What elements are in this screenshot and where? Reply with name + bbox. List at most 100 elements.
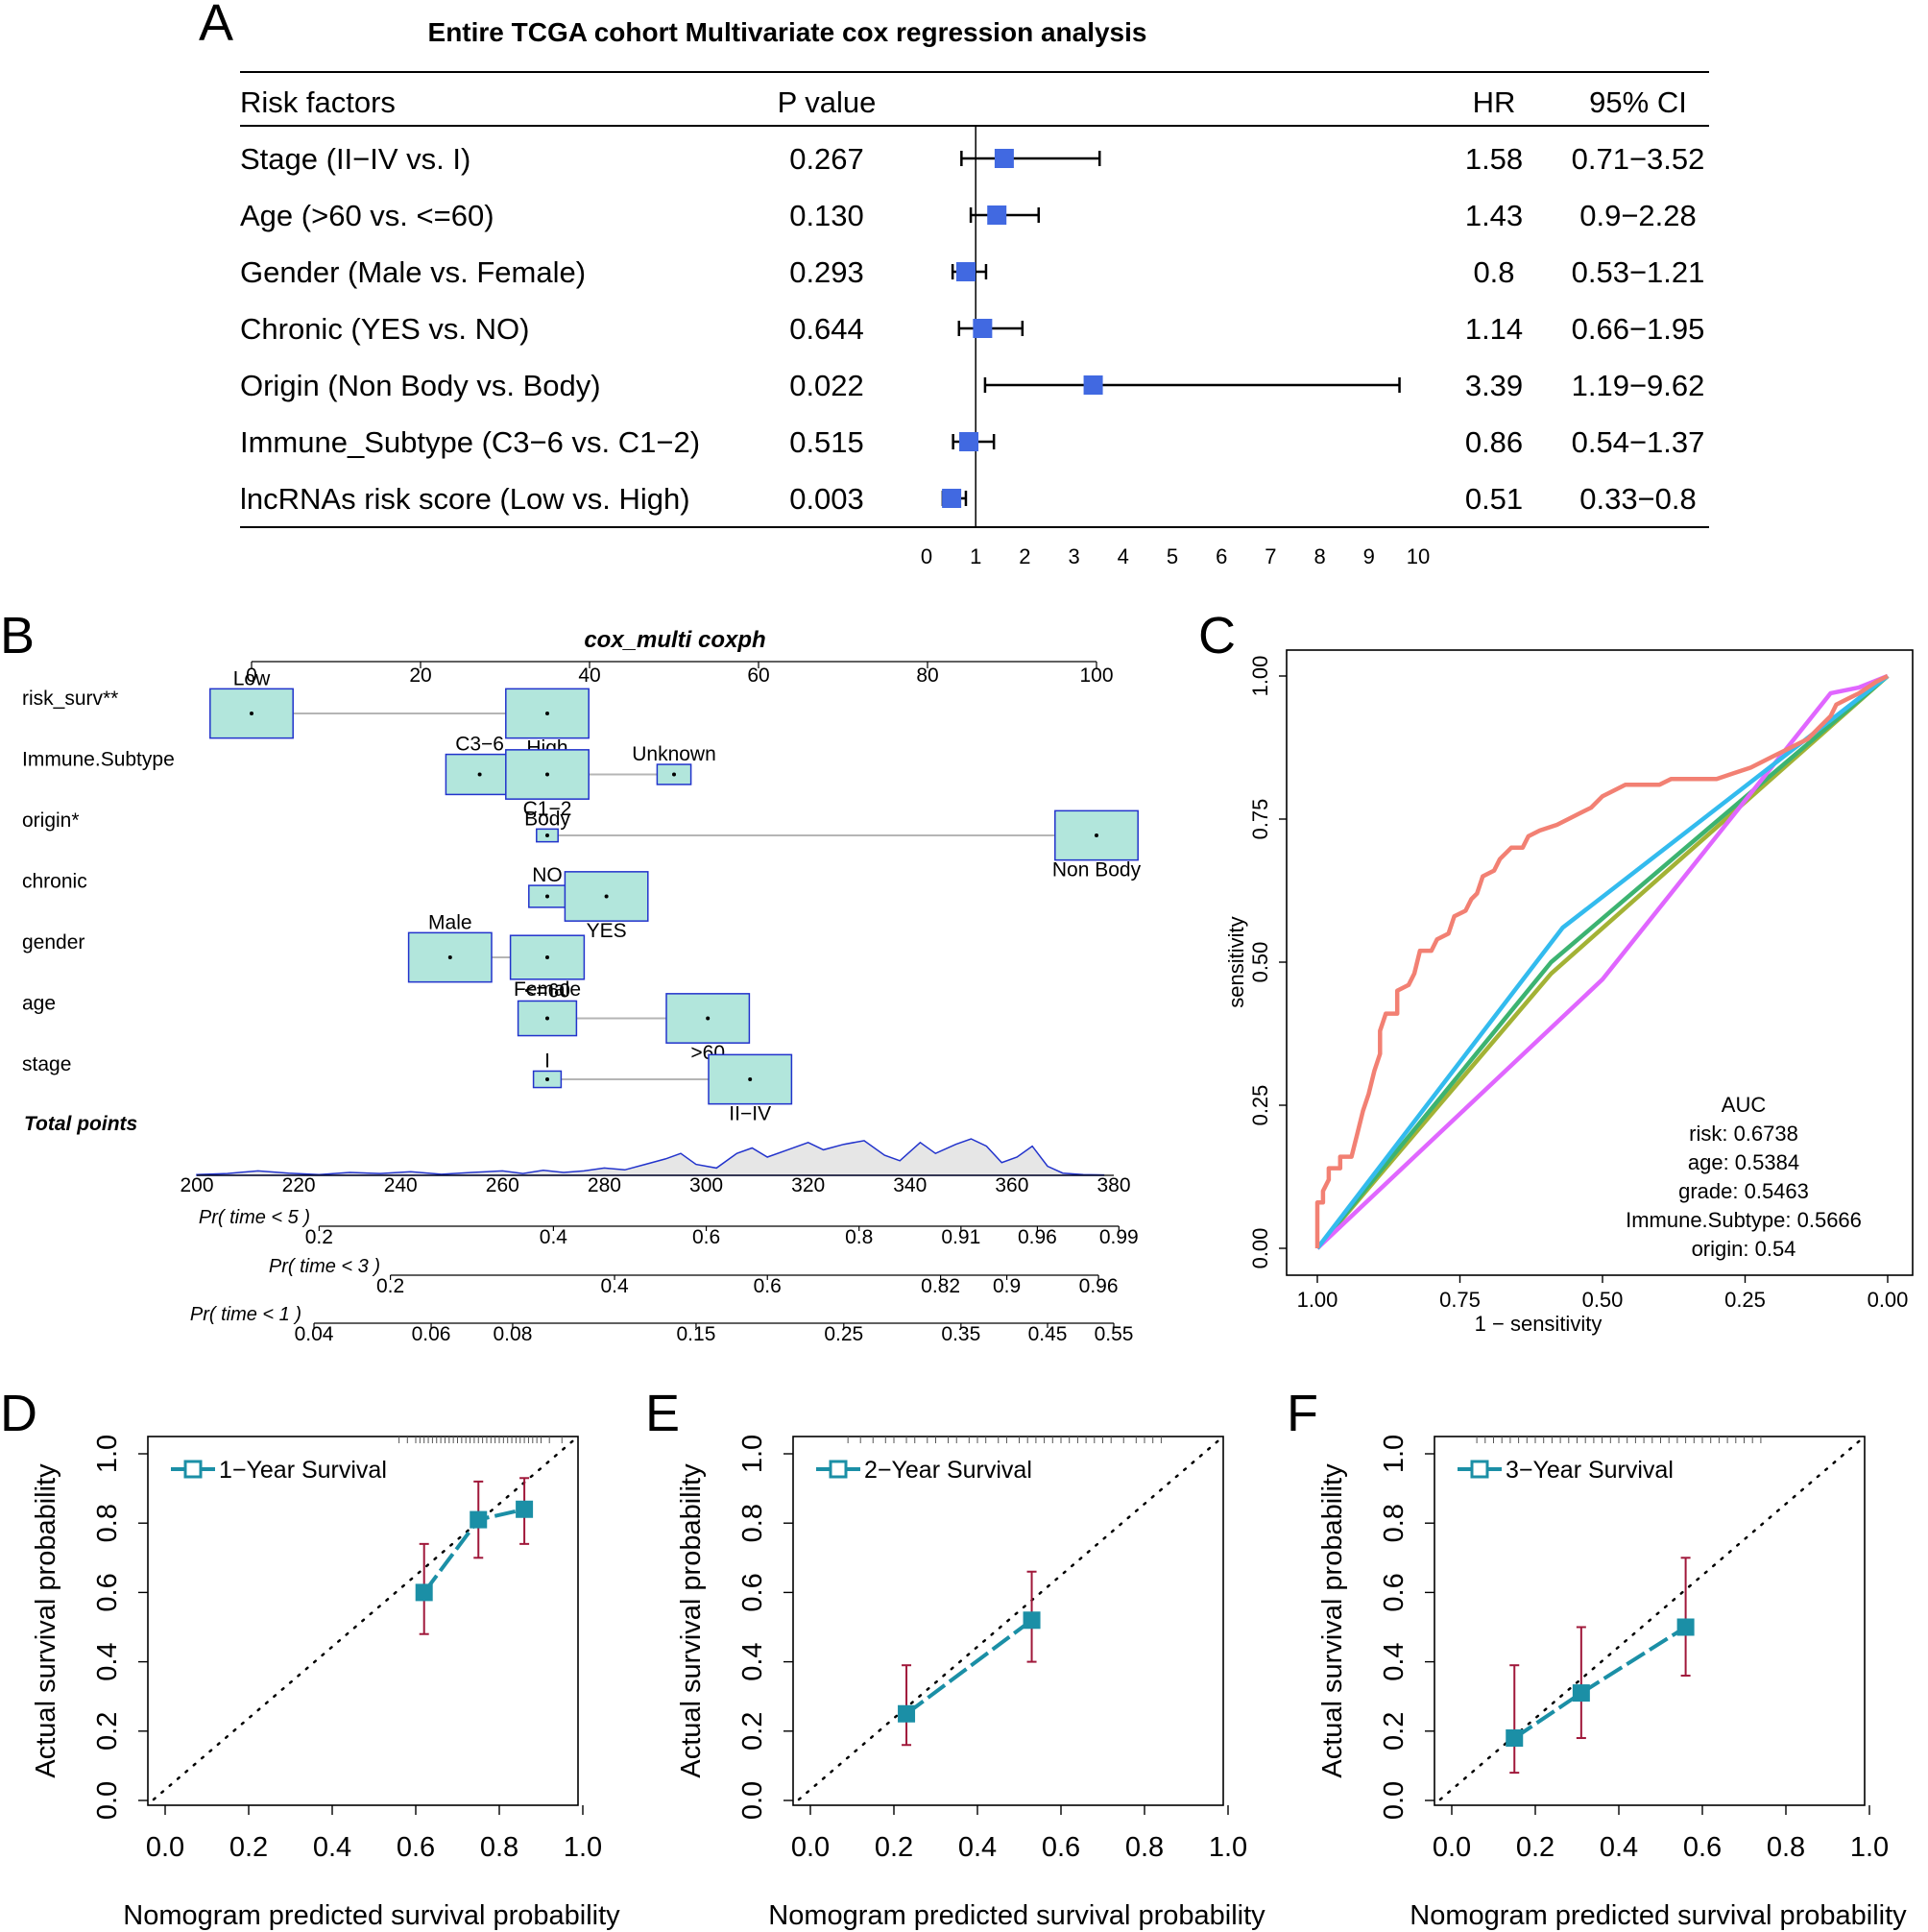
forest-x-tick: 2 [1019, 544, 1030, 568]
calibration-plot-frame [147, 1436, 579, 1806]
nomogram-probability-tick-label: 0.15 [677, 1323, 716, 1345]
forest-hr-marker [942, 489, 962, 508]
calibration-x-tick-label: 0.8 [480, 1832, 518, 1863]
forest-hr-marker [994, 149, 1014, 168]
calibration-y-tick-label: 0.2 [92, 1712, 123, 1751]
calibration-x-tick-label: 0.6 [1042, 1832, 1080, 1863]
calibration-y-tick-label: 0.8 [1379, 1504, 1410, 1542]
forest-row-pvalue: 0.022 [789, 369, 864, 402]
nomogram-level-dot [545, 833, 549, 837]
nomogram-level-dot [250, 712, 253, 715]
forest-row-pvalue: 0.267 [789, 142, 864, 176]
calibration-plot-frame [792, 1436, 1224, 1806]
forest-row-pvalue: 0.130 [789, 199, 864, 232]
nomogram-probability-tick-label: 0.08 [494, 1323, 533, 1345]
calibration-x-tick-label: 0.2 [229, 1832, 268, 1863]
calibration-legend-marker [1470, 1460, 1489, 1479]
nomogram-probability-tick-label: 0.45 [1028, 1323, 1068, 1345]
roc-curve-immune-subtype [1315, 674, 1890, 1250]
calibration-legend: 1−Year Survival [171, 1457, 387, 1484]
forest-hr-marker [1083, 375, 1103, 395]
forest-title: Entire TCGA cohort Multivariate cox regr… [428, 17, 1147, 47]
nomogram-probability-label: Pr( time < 3 ) [269, 1256, 380, 1277]
forest-row-pvalue: 0.003 [789, 482, 864, 516]
forest-rows: Stage (II−IV vs. I) 0.267 1.58 0.71−3.52 Age… [240, 126, 1704, 527]
forest-x-tick: 6 [1216, 544, 1227, 568]
nomogram-total-tick-label: 260 [486, 1174, 519, 1196]
nomogram-probability-axis: Pr( time < 3 )0.2 0.4 0.6 0.82 0.9 0.96 [269, 1256, 1119, 1297]
calibration-curve [904, 1618, 1033, 1716]
forest-hr-marker [959, 432, 979, 451]
panel-label-b: B [0, 607, 35, 664]
forest-row-label: Chronic (YES vs. NO) [240, 312, 529, 346]
nomogram-total-tick-label: 380 [1097, 1174, 1130, 1196]
nomogram-variable: chronic NO YES [22, 864, 649, 942]
nomogram-probability-tick-label: 0.2 [376, 1275, 404, 1297]
forest-x-tick: 0 [921, 544, 932, 568]
calibration-x-tick-label: 1.0 [1850, 1832, 1889, 1863]
calibration-curve [1513, 1625, 1687, 1740]
roc-legend-title: AUC [1722, 1093, 1767, 1117]
forest-row-hr: 3.39 [1465, 369, 1523, 402]
roc-curve-risk [1314, 673, 1890, 1248]
roc-curve-grade [1315, 674, 1890, 1250]
calibration-point [1676, 1618, 1695, 1636]
calibration-y-tick-label: 1.0 [737, 1435, 768, 1473]
calibration-3-year: 0.0 0.0 0.2 0.2 0.4 0.4 0.6 0.6 0.8 0.8 1.0 1.0 Nomo… [1317, 1435, 1907, 1931]
nomogram-variable-name: age [22, 993, 56, 1015]
calibration-y-tick-label: 1.0 [92, 1435, 123, 1473]
forest-header-factor: Risk factors [240, 85, 396, 119]
nomogram-level-dot [604, 894, 609, 899]
nomogram-probability-tick-label: 0.99 [1099, 1226, 1139, 1248]
calibration-legend-marker [829, 1460, 848, 1479]
nomogram-probability-tick-label: 0.91 [941, 1226, 980, 1248]
roc-x-tick-label: 1.00 [1297, 1288, 1338, 1312]
forest-x-tick: 10 [1407, 544, 1430, 568]
nomogram-total-label: Total points [24, 1113, 137, 1135]
nomogram-variable-name: stage [22, 1053, 71, 1075]
roc-y-tick-label: 0.50 [1248, 942, 1272, 983]
nomogram-level-dot [447, 955, 452, 959]
nomogram-variable-name: gender [22, 931, 84, 954]
nomogram-probability-tick-label: 0.4 [540, 1226, 568, 1248]
calibration-x-axis-label: Nomogram predicted survival probability [123, 1900, 620, 1931]
nomogram-points-tick-label: 60 [747, 664, 769, 687]
forest-row-pvalue: 0.644 [789, 312, 864, 346]
nomogram-level-label: II−IV [729, 1103, 771, 1125]
forest-row-label: Age (>60 vs. <=60) [240, 199, 494, 232]
nomogram-level-label: C3−6 [455, 734, 504, 756]
calibration-y-axis-label: Actual survival probability [1317, 1463, 1348, 1778]
nomogram-probability-tick-label: 0.4 [600, 1275, 629, 1297]
roc-y-axis-label: sensitivity [1224, 916, 1248, 1007]
calibration-x-axis-label: Nomogram predicted survival probability [1410, 1900, 1907, 1931]
forest-hr-marker [987, 205, 1007, 225]
nomogram-total-tick-label: 220 [282, 1174, 316, 1196]
calibration-x-tick-label: 1.0 [564, 1832, 602, 1863]
roc-x-tick-label: 0.00 [1868, 1288, 1909, 1312]
calibration-point [898, 1704, 916, 1723]
calibration-y-tick-label: 0.6 [92, 1573, 123, 1611]
calibration-x-tick-label: 0.4 [313, 1832, 351, 1863]
calibration-y-tick-label: 0.6 [737, 1573, 768, 1611]
nomogram-level-label: Body [524, 808, 570, 830]
nomogram-probability-tick-label: 0.25 [824, 1323, 863, 1345]
panel-e-calibration: E 0.0 0.0 0.2 0.2 0.4 0.4 0.6 0.6 0.8 0.8 1.0 1.0 No… [645, 1385, 1265, 1931]
forest-row-hr: 0.8 [1473, 255, 1514, 289]
nomogram-probability-tick-label: 0.96 [1018, 1226, 1057, 1248]
forest-row-hr: 0.86 [1465, 425, 1523, 459]
calibration-x-tick-label: 0.8 [1767, 1832, 1805, 1863]
panel-d-calibration: D 0.0 0.0 0.2 0.2 0.4 0.4 0.6 0.6 0.8 0.8 1.0 1.0 No… [0, 1385, 620, 1931]
calibration-x-tick-label: 0.8 [1125, 1832, 1164, 1863]
nomogram-total-tick-label: 320 [791, 1174, 825, 1196]
nomogram-probability-tick-label: 0.6 [692, 1226, 720, 1248]
nomogram-level-label: Non Body [1052, 859, 1142, 881]
roc-x-tick-label: 0.50 [1582, 1288, 1624, 1312]
panel-f-calibration: F 0.0 0.0 0.2 0.2 0.4 0.4 0.6 0.6 0.8 0.8 1.0 1.0 No… [1287, 1385, 1907, 1931]
roc-curve-age [1315, 674, 1890, 1250]
nomogram-level-dot [545, 772, 549, 777]
forest-row: Chronic (YES vs. NO) 0.644 1.14 0.66−1.95 [240, 312, 1704, 346]
calibration-point [1506, 1729, 1524, 1748]
forest-row-label: Stage (II−IV vs. I) [240, 142, 470, 176]
nomogram-level-label: <=60 [524, 979, 570, 1002]
nomogram-probability-label: Pr( time < 5 ) [199, 1207, 310, 1228]
